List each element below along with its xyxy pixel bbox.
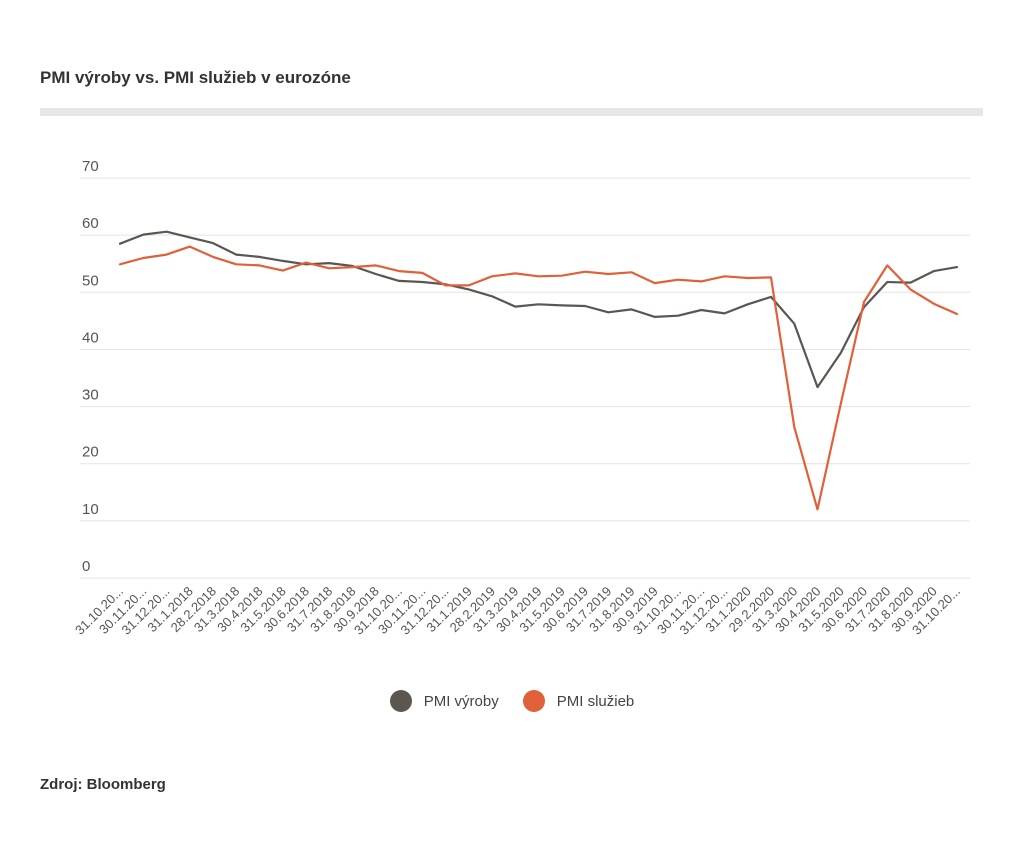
legend-item-services[interactable]: PMI služieb [522, 690, 635, 712]
y-tick-label: 60 [82, 215, 99, 232]
y-tick-label: 20 [82, 444, 99, 461]
legend-swatch-services [522, 690, 545, 712]
legend-label-services: PMI služieb [556, 692, 635, 710]
y-tick-label: 40 [82, 329, 99, 346]
source-note: Zdroj: Bloomberg [40, 776, 166, 793]
title-divider [40, 108, 983, 116]
y-tick-label: 0 [82, 558, 90, 575]
line-chart: 01020304050607031.10.20...30.11.20...31.… [72, 158, 970, 638]
chart-title: PMI výroby vs. PMI služieb v eurozóne [40, 68, 351, 87]
y-tick-label: 10 [82, 501, 99, 518]
y-tick-label: 30 [82, 387, 99, 404]
y-tick-label: 50 [82, 272, 99, 289]
series-line-services [118, 245, 959, 511]
legend-swatch-manufacturing [389, 690, 412, 712]
legend-label-manufacturing: PMI výroby [423, 692, 499, 710]
chart-legend: PMI výroby PMI služieb [0, 690, 1024, 712]
legend-item-manufacturing[interactable]: PMI výroby [389, 690, 499, 712]
y-tick-label: 70 [82, 158, 99, 175]
series-line-manufacturing [118, 230, 959, 389]
